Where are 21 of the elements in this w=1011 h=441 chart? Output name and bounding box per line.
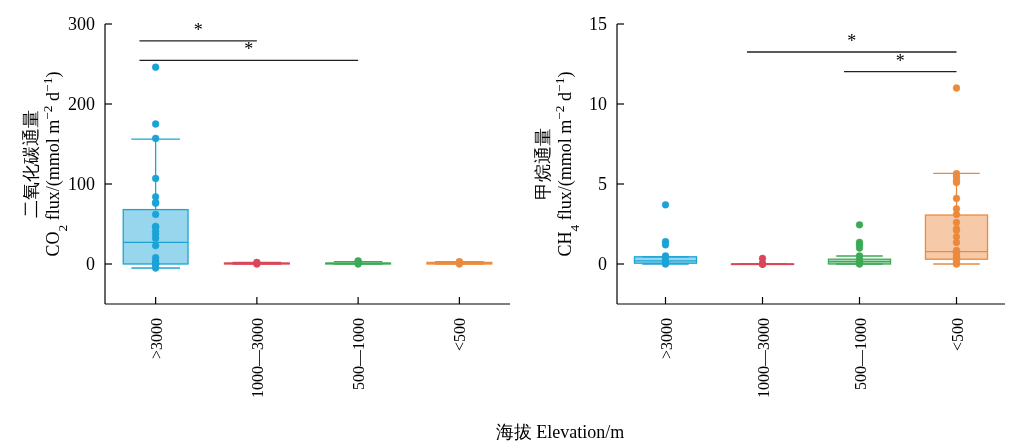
x-tick-label: >3000 [147, 318, 165, 360]
annotation: * [895, 50, 905, 71]
y-tick-label: 300 [68, 14, 95, 34]
annotation: * [193, 19, 203, 40]
x-tick-label: 500—1000 [851, 318, 869, 390]
y-tick-label: 200 [68, 94, 95, 114]
x-tick-label: >3000 [657, 318, 675, 360]
y-tick-label: 10 [589, 94, 607, 114]
x-axis-title: 海拔 Elevation/m [495, 422, 625, 441]
x-tick-label: 1000—3000 [248, 318, 266, 398]
annotation: * [847, 31, 857, 51]
annotation: * [244, 39, 254, 60]
y-tick-label: 15 [589, 14, 607, 34]
x-tick-label: 500—1000 [350, 318, 368, 390]
x-tick-label: <500 [948, 318, 966, 352]
y-tick-label: 100 [68, 174, 95, 194]
y-tick-label: 0 [598, 254, 607, 274]
x-tick-label: <500 [451, 318, 469, 352]
y-tick-label: 0 [86, 254, 95, 274]
x-tick-label: 1000—3000 [754, 318, 772, 398]
y-tick-label: 5 [598, 174, 607, 194]
